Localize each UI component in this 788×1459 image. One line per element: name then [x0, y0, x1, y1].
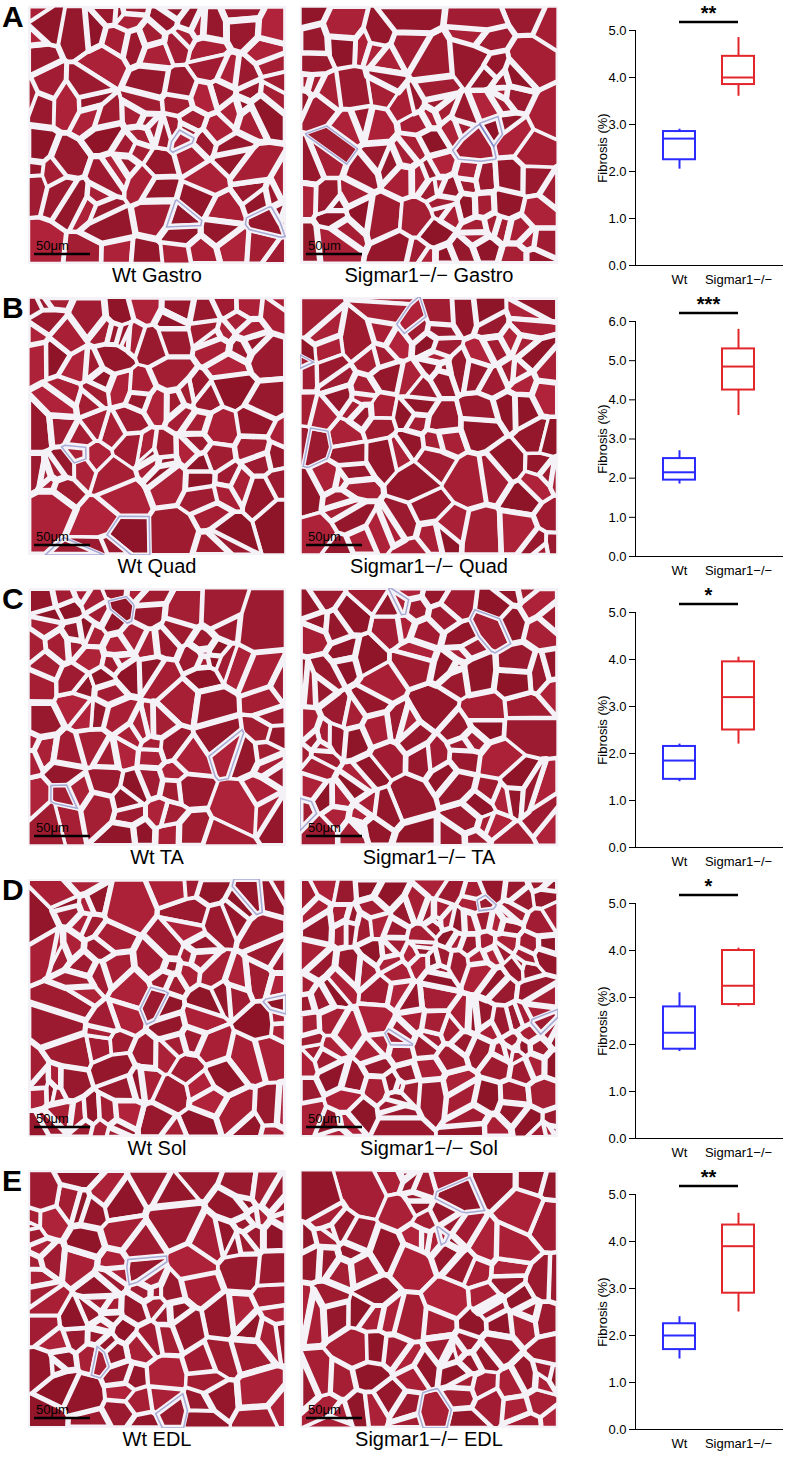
svg-text:50μm: 50μm [308, 1111, 341, 1126]
html-text:Wt TA: Wt TA [130, 846, 184, 868]
svg-text:Wt: Wt [672, 272, 688, 287]
html-text:Sigmar1−/− TA: Sigmar1−/− TA [362, 846, 496, 868]
svg-text:3.0: 3.0 [608, 431, 626, 446]
svg-text:Wt: Wt [672, 1145, 688, 1160]
svg-text:2.0: 2.0 [608, 164, 626, 179]
svg-text:3.0: 3.0 [608, 117, 626, 132]
svg-text:6.0: 6.0 [608, 314, 626, 329]
svg-text:0.0: 0.0 [608, 1422, 626, 1437]
html-text:Sigmar1−/− EDL: Sigmar1−/− EDL [355, 1428, 503, 1450]
svg-text:50μm: 50μm [36, 1402, 69, 1417]
svg-text:50μm: 50μm [36, 820, 69, 835]
svg-text:3.0: 3.0 [608, 1281, 626, 1296]
html-text:C: C [2, 582, 24, 615]
svg-text:Fibrosis (%): Fibrosis (%) [595, 695, 610, 764]
svg-text:2.0: 2.0 [608, 470, 626, 485]
svg-text:1.0: 1.0 [608, 509, 626, 524]
html-text:Sigmar1−/− Quad: Sigmar1−/− Quad [350, 555, 508, 577]
svg-text:2.0: 2.0 [608, 1037, 626, 1052]
html-text:Sigmar1−/− Gastro: Sigmar1−/− Gastro [344, 264, 514, 286]
svg-text:**: ** [701, 1166, 717, 1188]
svg-text:4.0: 4.0 [608, 392, 626, 407]
svg-text:5.0: 5.0 [608, 23, 626, 38]
svg-text:Sigmar1−/−: Sigmar1−/− [705, 272, 772, 287]
svg-text:50μm: 50μm [308, 820, 341, 835]
svg-text:Fibrosis (%): Fibrosis (%) [595, 404, 610, 473]
svg-text:Wt: Wt [672, 563, 688, 578]
svg-text:0.0: 0.0 [608, 549, 626, 564]
svg-text:2.0: 2.0 [608, 746, 626, 761]
svg-text:50μm: 50μm [308, 529, 341, 544]
html-text:Wt Quad: Wt Quad [117, 555, 197, 577]
svg-text:3.0: 3.0 [608, 699, 626, 714]
svg-text:5.0: 5.0 [608, 1187, 626, 1202]
svg-text:0.0: 0.0 [608, 258, 626, 273]
svg-text:50μm: 50μm [36, 529, 69, 544]
svg-text:Fibrosis (%): Fibrosis (%) [595, 986, 610, 1055]
svg-text:4.0: 4.0 [608, 943, 626, 958]
svg-text:4.0: 4.0 [608, 652, 626, 667]
svg-text:Fibrosis (%): Fibrosis (%) [595, 113, 610, 182]
svg-text:5.0: 5.0 [608, 353, 626, 368]
svg-text:50μm: 50μm [308, 238, 341, 253]
svg-text:1.0: 1.0 [608, 793, 626, 808]
svg-text:50μm: 50μm [36, 1111, 69, 1126]
svg-text:50μm: 50μm [308, 1402, 341, 1417]
html-text:A: A [2, 0, 24, 33]
svg-text:0.0: 0.0 [608, 1131, 626, 1146]
svg-text:Sigmar1−/−: Sigmar1−/− [705, 563, 772, 578]
svg-text:Sigmar1−/−: Sigmar1−/− [705, 1145, 772, 1160]
svg-text:Wt: Wt [672, 1436, 688, 1451]
svg-text:***: *** [697, 293, 721, 315]
svg-text:Sigmar1−/−: Sigmar1−/− [705, 1436, 772, 1451]
html-text:D: D [2, 873, 24, 906]
svg-text:5.0: 5.0 [608, 896, 626, 911]
html-text:Sigmar1−/− Sol: Sigmar1−/− Sol [360, 1137, 498, 1159]
svg-text:3.0: 3.0 [608, 990, 626, 1005]
html-text:Wt Gastro: Wt Gastro [112, 264, 202, 286]
html-text:Wt EDL: Wt EDL [122, 1428, 192, 1450]
svg-text:0.0: 0.0 [608, 840, 626, 855]
svg-text:Fibrosis (%): Fibrosis (%) [595, 1277, 610, 1346]
html-text:B: B [2, 291, 24, 324]
svg-text:1.0: 1.0 [608, 1375, 626, 1390]
html-text:E: E [2, 1164, 22, 1197]
svg-text:**: ** [701, 2, 717, 24]
svg-text:5.0: 5.0 [608, 605, 626, 620]
svg-text:50μm: 50μm [36, 238, 69, 253]
svg-text:Wt: Wt [672, 854, 688, 869]
svg-text:2.0: 2.0 [608, 1328, 626, 1343]
svg-text:*: * [705, 875, 713, 897]
html-text:Wt Sol: Wt Sol [127, 1137, 187, 1159]
svg-text:1.0: 1.0 [608, 1084, 626, 1099]
svg-text:4.0: 4.0 [608, 70, 626, 85]
svg-text:1.0: 1.0 [608, 211, 626, 226]
svg-text:Sigmar1−/−: Sigmar1−/− [705, 854, 772, 869]
svg-text:4.0: 4.0 [608, 1234, 626, 1249]
svg-text:*: * [705, 584, 713, 606]
